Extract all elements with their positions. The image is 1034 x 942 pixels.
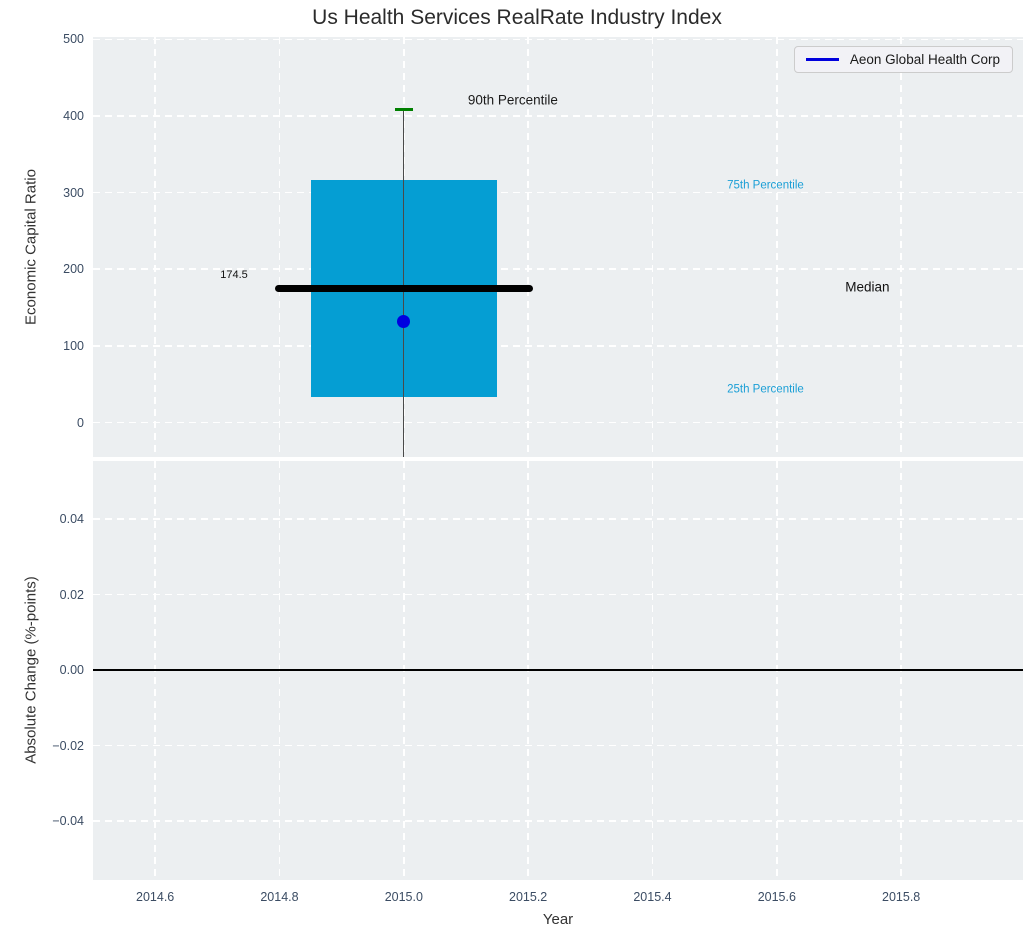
x-tick-label: 2014.6 <box>136 890 175 904</box>
legend: Aeon Global Health Corp <box>793 46 1013 73</box>
x-axis-label: Year <box>542 911 574 928</box>
boxplot-whisker <box>403 109 405 457</box>
y-gridline <box>93 191 1023 194</box>
x-tick-label: 2015.4 <box>633 890 672 904</box>
y-gridline <box>93 115 1023 117</box>
bottom-axes <box>93 461 1023 880</box>
y-gridline <box>93 345 1023 347</box>
chart-title: Us Health Services RealRate Industry Ind… <box>312 6 722 29</box>
annotation-25th-percentile: 25th Percentile <box>727 383 804 396</box>
x-tick-label: 2014.8 <box>260 890 299 904</box>
y-tick-label: 400 <box>63 108 84 123</box>
y-gridline <box>93 421 1023 424</box>
boxplot-90th-cap <box>394 107 414 111</box>
x-gridline <box>154 37 156 457</box>
y-tick-label: 200 <box>63 262 84 277</box>
x-tick-label: 2015.2 <box>509 890 548 904</box>
y-tick-label: 0.02 <box>59 587 84 602</box>
y-tick-label: 0.04 <box>59 512 84 527</box>
y-tick-label: 500 <box>63 32 84 47</box>
annotation-174-5: 174.5 <box>220 269 248 282</box>
annotation-median: Median <box>845 279 890 295</box>
y-tick-label: 0 <box>77 415 84 430</box>
y-tick-label: 0.00 <box>59 663 84 678</box>
y-gridline <box>93 744 1023 747</box>
x-gridline <box>278 37 281 457</box>
legend-label: Aeon Global Health Corp <box>849 52 1000 67</box>
x-tick-label: 2015.6 <box>757 890 796 904</box>
y-tick-label: −0.02 <box>52 738 84 753</box>
y-gridline <box>93 593 1023 596</box>
x-gridline <box>651 37 654 457</box>
x-tick-label: 2015.8 <box>882 890 921 904</box>
x-gridline <box>900 37 902 457</box>
top-axes: Aeon Global Health Corp 90th Percentile 7… <box>93 37 1023 457</box>
y-tick-label: −0.04 <box>52 814 84 829</box>
boxplot-median-line <box>275 285 533 293</box>
y-tick-label: 100 <box>63 338 84 353</box>
zero-change-line <box>93 669 1023 672</box>
legend-line-sample <box>805 58 839 61</box>
y-gridline <box>93 518 1023 520</box>
annotation-75th-percentile: 75th Percentile <box>727 180 804 193</box>
x-tick-label: 2015.0 <box>384 890 423 904</box>
y-tick-label: 300 <box>63 185 84 200</box>
y-gridline <box>93 38 1023 41</box>
y-gridline <box>93 820 1023 822</box>
annotation-90th-percentile: 90th Percentile <box>467 92 558 108</box>
